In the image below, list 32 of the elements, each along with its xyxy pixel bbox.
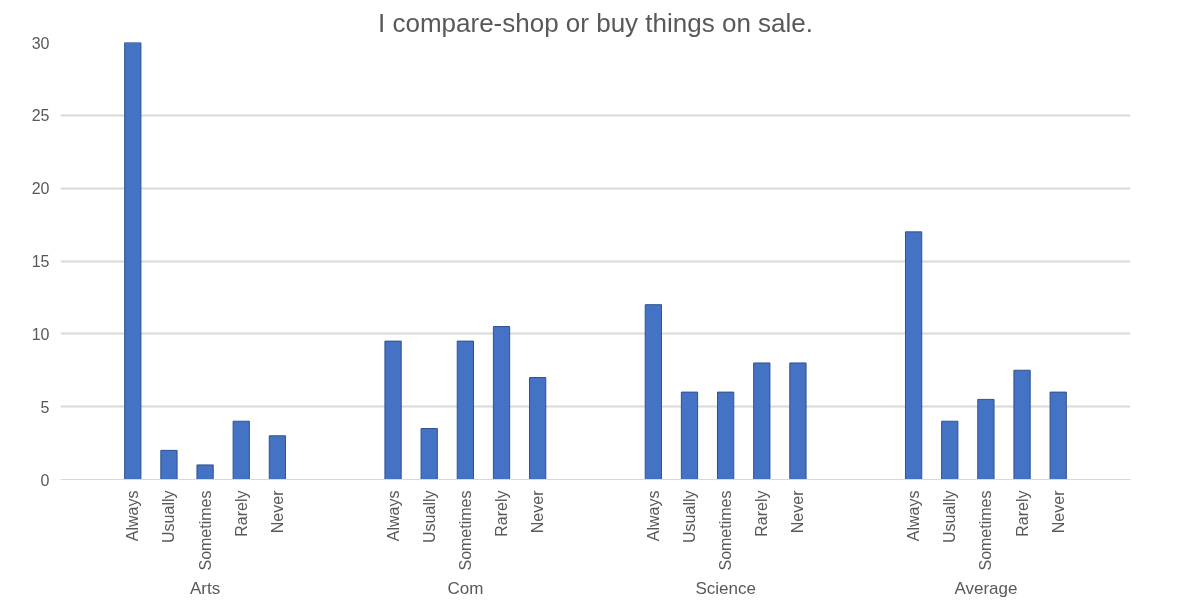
x-tick-label: Always: [644, 490, 662, 542]
x-tick-label: Sometimes: [717, 490, 735, 571]
x-tick-label: Never: [789, 489, 807, 534]
chart-title: I compare-shop or buy things on sale.: [377, 7, 814, 38]
y-tick-label: 30: [31, 34, 50, 52]
x-tick-label: Always: [905, 490, 923, 542]
x-tick-label: Usually: [160, 490, 178, 543]
text: Average: [954, 578, 1018, 598]
x-tick-label: Never: [529, 489, 547, 534]
x-tick-label: Sometimes: [977, 490, 995, 571]
x-tick-label: Never: [268, 489, 286, 534]
x-tick-label: Sometimes: [196, 490, 214, 571]
x-tick-label: Usually: [680, 490, 698, 543]
y-tick-label: 10: [31, 325, 50, 343]
y-tick-label: 0: [40, 471, 50, 489]
y-tick-label: 25: [31, 107, 50, 125]
x-tick-label: Usually: [941, 490, 959, 543]
text: Arts: [189, 578, 221, 598]
y-tick-label: 5: [40, 398, 50, 416]
text: Com: [447, 578, 484, 598]
x-tick-label: Always: [384, 490, 402, 542]
y-tick-label: 20: [31, 180, 50, 198]
text: Science: [695, 578, 756, 598]
x-tick-label: Rarely: [232, 490, 250, 537]
y-tick-label: 15: [31, 253, 50, 270]
x-tick-label: Rarely: [493, 490, 511, 537]
x-tick-label: Rarely: [753, 490, 771, 537]
x-tick-label: Never: [1049, 489, 1067, 534]
x-tick-label: Usually: [420, 490, 438, 543]
x-tick-label: Always: [124, 490, 142, 542]
x-tick-label: Sometimes: [456, 490, 474, 571]
x-tick-label: Rarely: [1013, 490, 1031, 537]
